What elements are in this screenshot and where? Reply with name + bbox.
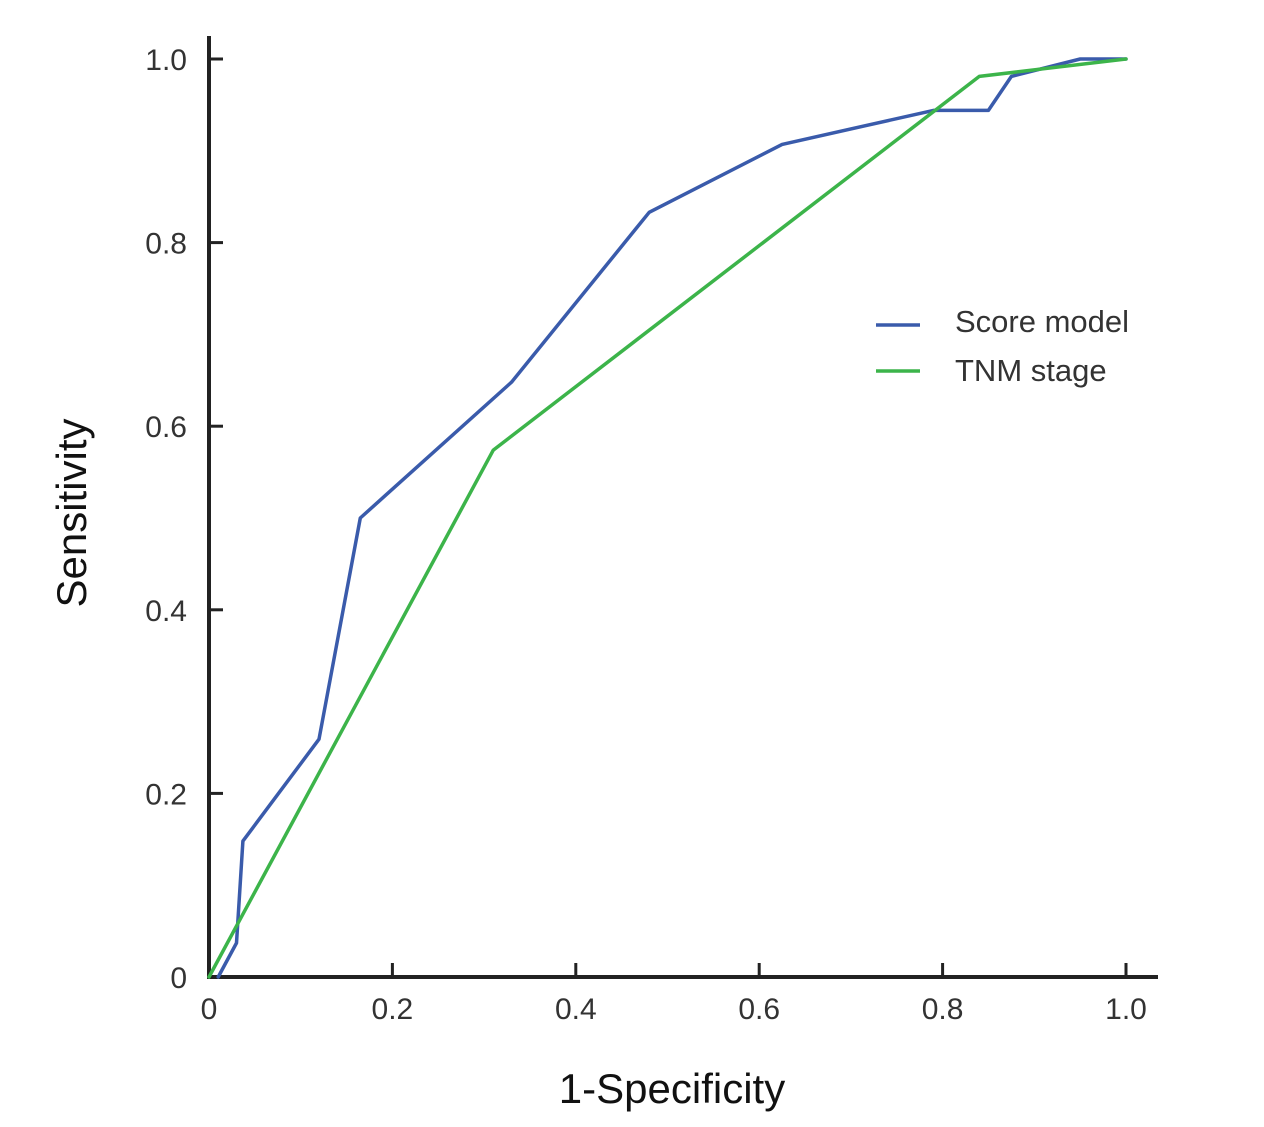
y-tick-label: 0.4: [145, 595, 187, 628]
y-tick-label: 0.8: [145, 228, 187, 261]
y-tick-label: 0.6: [145, 411, 187, 444]
x-axis-ticks: 0 0.2 0.4 0.6 0.8 1.0: [201, 963, 1147, 1026]
legend-label-score-model: Score model: [955, 304, 1129, 339]
x-tick-label: 0.2: [372, 993, 414, 1026]
series-line-1: [207, 57, 1128, 979]
y-tick-label: 1.0: [145, 44, 187, 77]
y-tick-label: 0.2: [145, 778, 187, 811]
x-axis-title: 1-Specificity: [559, 1065, 785, 1112]
legend: Score model TNM stage: [876, 304, 1129, 388]
series-lines: [207, 57, 1128, 979]
legend-label-tnm-stage: TNM stage: [955, 353, 1107, 388]
y-axis-title: Sensitivity: [48, 418, 95, 607]
x-tick-label: 0: [201, 993, 218, 1026]
series-line-0: [216, 57, 1128, 979]
y-tick-label: 0: [170, 962, 187, 995]
x-tick-label: 0.6: [738, 993, 780, 1026]
x-tick-label: 1.0: [1105, 993, 1147, 1026]
x-tick-label: 0.4: [555, 993, 597, 1026]
axes: [207, 36, 1158, 979]
x-tick-label: 0.8: [922, 993, 964, 1026]
y-axis-ticks: 0 0.2 0.4 0.6 0.8 1.0: [145, 44, 223, 995]
